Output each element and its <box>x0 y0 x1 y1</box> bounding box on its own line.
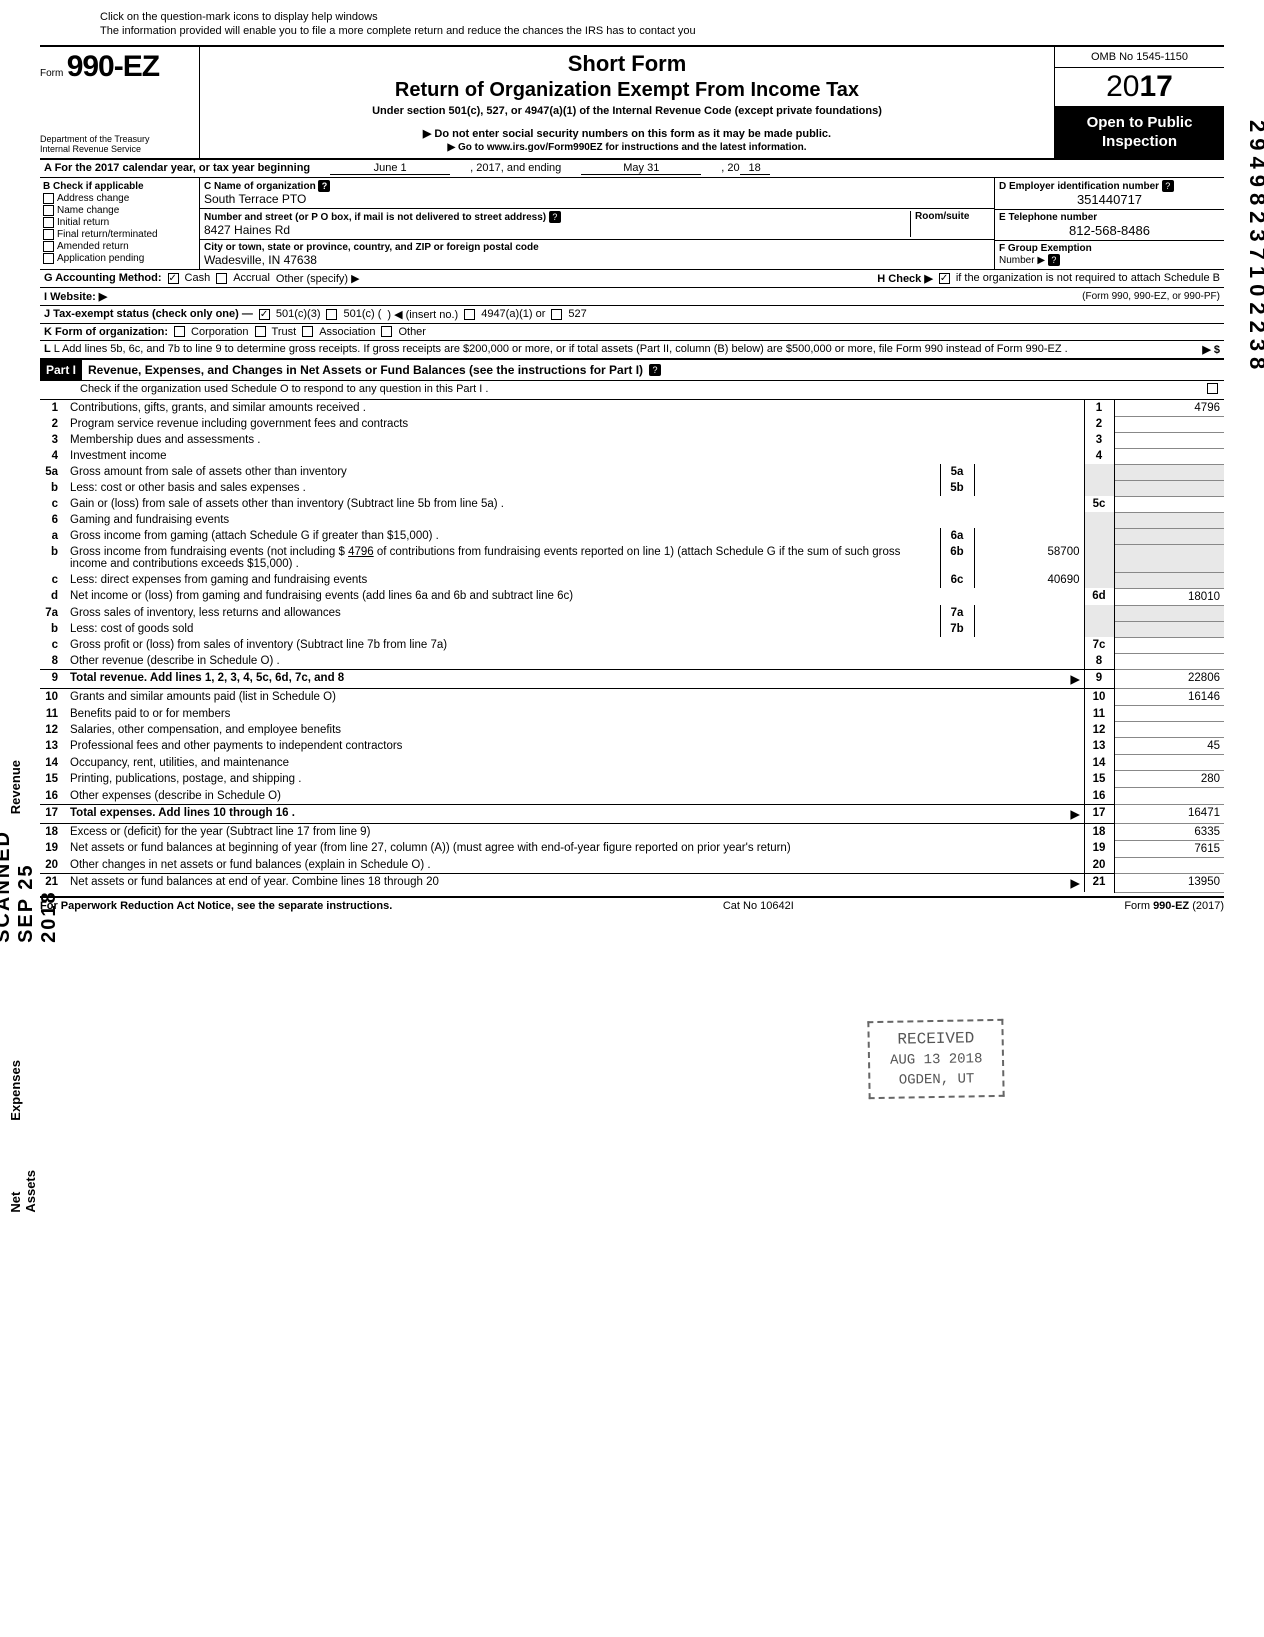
line6a-value[interactable] <box>974 528 1084 544</box>
chk-4947[interactable] <box>464 309 475 320</box>
tax-year-row: A For the 2017 calendar year, or tax yea… <box>40 160 1224 178</box>
chk-schedule-o[interactable] <box>1207 383 1218 394</box>
help-icon[interactable]: ? <box>1048 254 1060 266</box>
line7b-value[interactable] <box>974 621 1084 637</box>
line3-value[interactable] <box>1114 432 1224 448</box>
line5c-value[interactable] <box>1114 496 1224 512</box>
year-begin[interactable]: June 1 <box>330 162 450 175</box>
chk-corporation[interactable] <box>174 326 185 337</box>
received-stamp: RECEIVED AUG 13 2018 OGDEN, UT <box>867 1019 1005 1099</box>
help-text: Click on the question-mark icons to disp… <box>100 10 1224 39</box>
form-number: 990-EZ <box>67 50 159 83</box>
chk-schedule-b[interactable] <box>939 273 950 284</box>
ssn-warning: ▶ Do not enter social security numbers o… <box>208 127 1046 140</box>
org-address[interactable]: 8427 Haines Rd <box>204 223 290 237</box>
line7a-value[interactable] <box>974 605 1084 621</box>
line6c-value[interactable]: 40690 <box>974 572 1084 588</box>
side-barcode-number: 29498237102238 <box>1244 120 1264 375</box>
form-title: Return of Organization Exempt From Incom… <box>208 79 1046 102</box>
org-city[interactable]: Wadesville, IN 47638 <box>204 253 990 267</box>
line4-value[interactable] <box>1114 448 1224 464</box>
line21-value[interactable]: 13950 <box>1114 874 1224 893</box>
chk-527[interactable] <box>551 309 562 320</box>
line12-value[interactable] <box>1114 722 1224 738</box>
line8-value[interactable] <box>1114 653 1224 670</box>
line17-value[interactable]: 16471 <box>1114 804 1224 823</box>
form-prefix: Form <box>40 68 63 79</box>
chk-cash[interactable] <box>168 273 179 284</box>
year-suffix[interactable]: 18 <box>740 162 770 175</box>
line6b-value[interactable]: 58700 <box>974 544 1084 572</box>
tax-year: 20201717 <box>1055 68 1224 107</box>
line5a-value[interactable] <box>974 464 1084 480</box>
chk-501c[interactable] <box>326 309 337 320</box>
line-k: K Form of organization: Corporation Trus… <box>40 324 1224 341</box>
line20-value[interactable] <box>1114 857 1224 874</box>
line-j: J Tax-exempt status (check only one) — 5… <box>40 306 1224 324</box>
part1-sub: Check if the organization used Schedule … <box>40 381 1224 400</box>
open-to-public: Open to Public Inspection <box>1055 107 1224 158</box>
chk-address-change[interactable] <box>43 193 54 204</box>
form-subtitle: Under section 501(c), 527, or 4947(a)(1)… <box>208 105 1046 117</box>
chk-501c3[interactable] <box>259 309 270 320</box>
line2-value[interactable] <box>1114 416 1224 432</box>
chk-trust[interactable] <box>255 326 266 337</box>
line7c-value[interactable] <box>1114 637 1224 653</box>
ein[interactable]: 351440717 <box>999 192 1220 207</box>
line15-value[interactable]: 280 <box>1114 771 1224 788</box>
help-icon[interactable]: ? <box>649 364 661 376</box>
chk-final-return[interactable] <box>43 229 54 240</box>
section-c: C Name of organization ? South Terrace P… <box>200 178 994 269</box>
line19-value[interactable]: 7615 <box>1114 840 1224 857</box>
line14-value[interactable] <box>1114 755 1224 771</box>
short-form-label: Short Form <box>208 51 1046 77</box>
org-name[interactable]: South Terrace PTO <box>204 192 990 206</box>
line1-value[interactable]: 4796 <box>1114 400 1224 417</box>
line-g-i: G Accounting Method: Cash Accrual Other … <box>40 270 1224 288</box>
chk-amended-return[interactable] <box>43 241 54 252</box>
revenue-label: Revenue <box>8 760 23 814</box>
help-icon[interactable]: ? <box>1162 180 1174 192</box>
line13-value[interactable]: 45 <box>1114 738 1224 755</box>
line10-value[interactable]: 16146 <box>1114 689 1224 706</box>
line-l: L L Add lines 5b, 6c, and 7b to line 9 t… <box>40 341 1224 358</box>
chk-other-org[interactable] <box>381 326 392 337</box>
chk-name-change[interactable] <box>43 205 54 216</box>
part1-table: 1Contributions, gifts, grants, and simil… <box>40 400 1224 893</box>
chk-initial-return[interactable] <box>43 217 54 228</box>
chk-association[interactable] <box>302 326 313 337</box>
omb-number: OMB No 1545-1150 <box>1055 47 1224 68</box>
year-end[interactable]: May 31 <box>581 162 701 175</box>
section-def: D Employer identification number ? 35144… <box>994 178 1224 269</box>
line16-value[interactable] <box>1114 788 1224 805</box>
help-icon[interactable]: ? <box>318 180 330 192</box>
line6b-contrib[interactable]: 4796 <box>348 546 374 558</box>
page-footer: For Paperwork Reduction Act Notice, see … <box>40 896 1224 912</box>
netassets-label: Net Assets <box>8 1170 38 1213</box>
dept-irs: Internal Revenue Service <box>40 145 193 155</box>
chk-accrual[interactable] <box>216 273 227 284</box>
expenses-label: Expenses <box>8 1060 23 1121</box>
line5b-value[interactable] <box>974 480 1084 496</box>
phone[interactable]: 812-568-8486 <box>999 223 1220 238</box>
part1-header: Part I Revenue, Expenses, and Changes in… <box>40 358 1224 381</box>
scanned-stamp: SCANNED SEP 25 2018 <box>0 830 61 943</box>
line11-value[interactable] <box>1114 706 1224 722</box>
form-header: Form 990-EZ Department of the Treasury I… <box>40 45 1224 160</box>
chk-application-pending[interactable] <box>43 253 54 264</box>
line18-value[interactable]: 6335 <box>1114 823 1224 840</box>
line9-value[interactable]: 22806 <box>1114 670 1224 689</box>
goto-link: ▶ Go to www.irs.gov/Form990EZ for instru… <box>208 142 1046 153</box>
line-i: I Website: ▶ (Form 990, 990-EZ, or 990-P… <box>40 288 1224 306</box>
help-icon[interactable]: ? <box>549 211 561 223</box>
section-b: B Check if applicable Address change Nam… <box>40 178 200 269</box>
line6d-value[interactable]: 18010 <box>1114 588 1224 605</box>
